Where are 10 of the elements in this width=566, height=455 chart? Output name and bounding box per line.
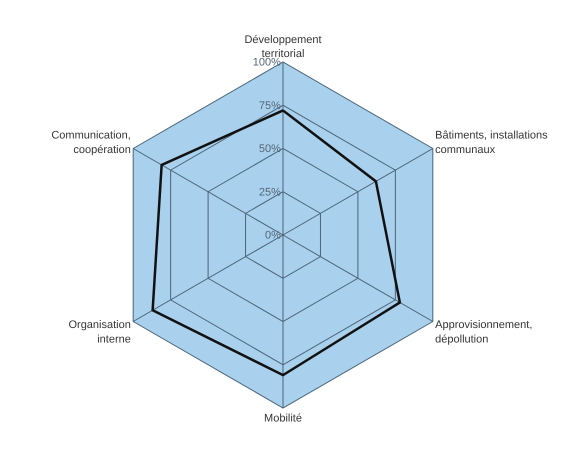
spoke-label: Communication, coopération	[51, 130, 131, 156]
y-tick-label: 0%	[264, 230, 282, 242]
y-tick-label: 25%	[258, 186, 282, 198]
spoke-label: Organisation interne	[68, 319, 131, 346]
y-tick-label: 50%	[258, 143, 282, 156]
y-tick-label: 100%	[252, 56, 282, 69]
spoke-label: Approvisionnement, dépollution	[435, 319, 532, 346]
spoke-label: Bâtiments, installations communaux	[435, 130, 548, 156]
spoke-label: Mobilité	[264, 412, 302, 425]
y-tick-label: 75%	[258, 100, 282, 112]
